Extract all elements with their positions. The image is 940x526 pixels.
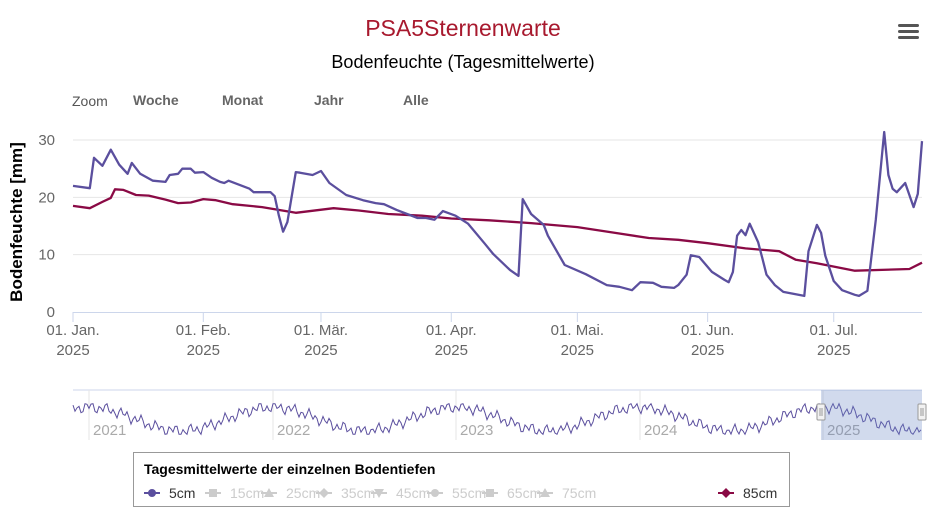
x-tick-year: 2025 [817,342,850,359]
y-axis: 0 10 20 30 [38,132,55,321]
navigator-year-label: 2025 [827,422,860,439]
legend-label: 55cm [452,485,486,501]
x-tick-year: 2025 [435,342,468,359]
x-tick-label: 01. Mai. [551,322,604,339]
legend-item-25cm[interactable]: 25cm [261,485,320,501]
legend-label: 75cm [562,485,596,501]
series-line-5cm[interactable] [72,130,924,298]
legend-item-15cm[interactable]: 15cm [205,485,264,501]
legend-item-5cm[interactable]: 5cm [144,485,195,501]
navigator-handle-left[interactable] [816,403,826,421]
x-tick-label: 01. Apr. [426,322,477,339]
navigator-year-label: 2024 [644,422,677,439]
navigator-year-label: 2022 [277,422,310,439]
y-tick-label: 0 [47,304,55,321]
x-tick-label: 01. Jan. [46,322,99,339]
square-marker-icon [209,489,217,497]
zoom-label: Zoom [72,93,108,109]
navigator-year-label: 2021 [93,422,126,439]
plot-series [72,130,924,298]
zoom-week-button[interactable]: Woche [133,92,179,108]
legend-title: Tagesmittelwerte der einzelnen Bodentief… [144,461,435,477]
y-tick-label: 30 [38,132,55,149]
legend-label: 15cm [230,485,264,501]
legend-label: 85cm [743,485,777,501]
legend-box [133,452,790,507]
grid [73,139,922,256]
y-tick-label: 20 [38,189,55,206]
legend-item-55cm[interactable]: 55cm [427,485,486,501]
x-tick-year: 2025 [56,342,89,359]
navigator-handle-right[interactable] [917,403,927,421]
x-tick-year: 2025 [304,342,337,359]
legend-item-45cm[interactable]: 45cm [371,485,430,501]
triangle-down-marker-icon [374,489,384,498]
square-marker-icon [486,489,494,497]
navigator-series-line [72,402,922,436]
legend-label: 5cm [169,485,195,501]
triangle-marker-icon [540,488,550,497]
series-line-85cm[interactable] [72,188,923,272]
zoom-all-button[interactable]: Alle [403,92,429,108]
navigator[interactable]: 2021 2022 2023 2024 2025 [72,389,927,440]
circle-marker-icon [431,489,439,497]
chart-title: PSA5Sternenwarte [365,15,561,41]
legend: Tagesmittelwerte der einzelnen Bodentief… [133,452,790,507]
x-tick-year: 2025 [561,342,594,359]
x-axis: 01. Jan. 2025 01. Feb. 2025 01. Mär. 2025 01. … [46,312,922,359]
navigator-selection-mask[interactable] [821,390,922,440]
x-tick-label: 01. Jul. [810,322,858,339]
x-tick-year: 2025 [187,342,220,359]
x-tick-year: 2025 [691,342,724,359]
diamond-marker-icon [319,488,329,498]
zoom-year-button[interactable]: Jahr [314,92,344,108]
x-tick-label: 01. Mär. [294,322,348,339]
chart-subtitle: Bodenfeuchte (Tagesmittelwerte) [331,52,594,72]
legend-item-85cm[interactable]: 85cm [718,485,777,501]
navigator-year-label: 2023 [460,422,493,439]
hamburger-menu-icon[interactable] [898,24,919,39]
legend-label: 25cm [286,485,320,501]
y-axis-title: Bodenfeuchte [mm] [7,142,26,302]
x-tick-label: 01. Feb. [176,322,231,339]
legend-item-75cm[interactable]: 75cm [537,485,596,501]
y-tick-label: 10 [38,247,55,264]
legend-item-65cm[interactable]: 65cm [482,485,541,501]
x-tick-label: 01. Jun. [681,322,734,339]
legend-item-35cm[interactable]: 35cm [316,485,375,501]
zoom-month-button[interactable]: Monat [222,92,264,108]
diamond-marker-icon [721,488,731,498]
circle-marker-icon [148,489,156,497]
range-selector: Zoom Woche Monat Jahr Alle [72,92,429,109]
legend-label: 35cm [341,485,375,501]
legend-label: 65cm [507,485,541,501]
legend-label: 45cm [396,485,430,501]
triangle-marker-icon [264,488,274,497]
